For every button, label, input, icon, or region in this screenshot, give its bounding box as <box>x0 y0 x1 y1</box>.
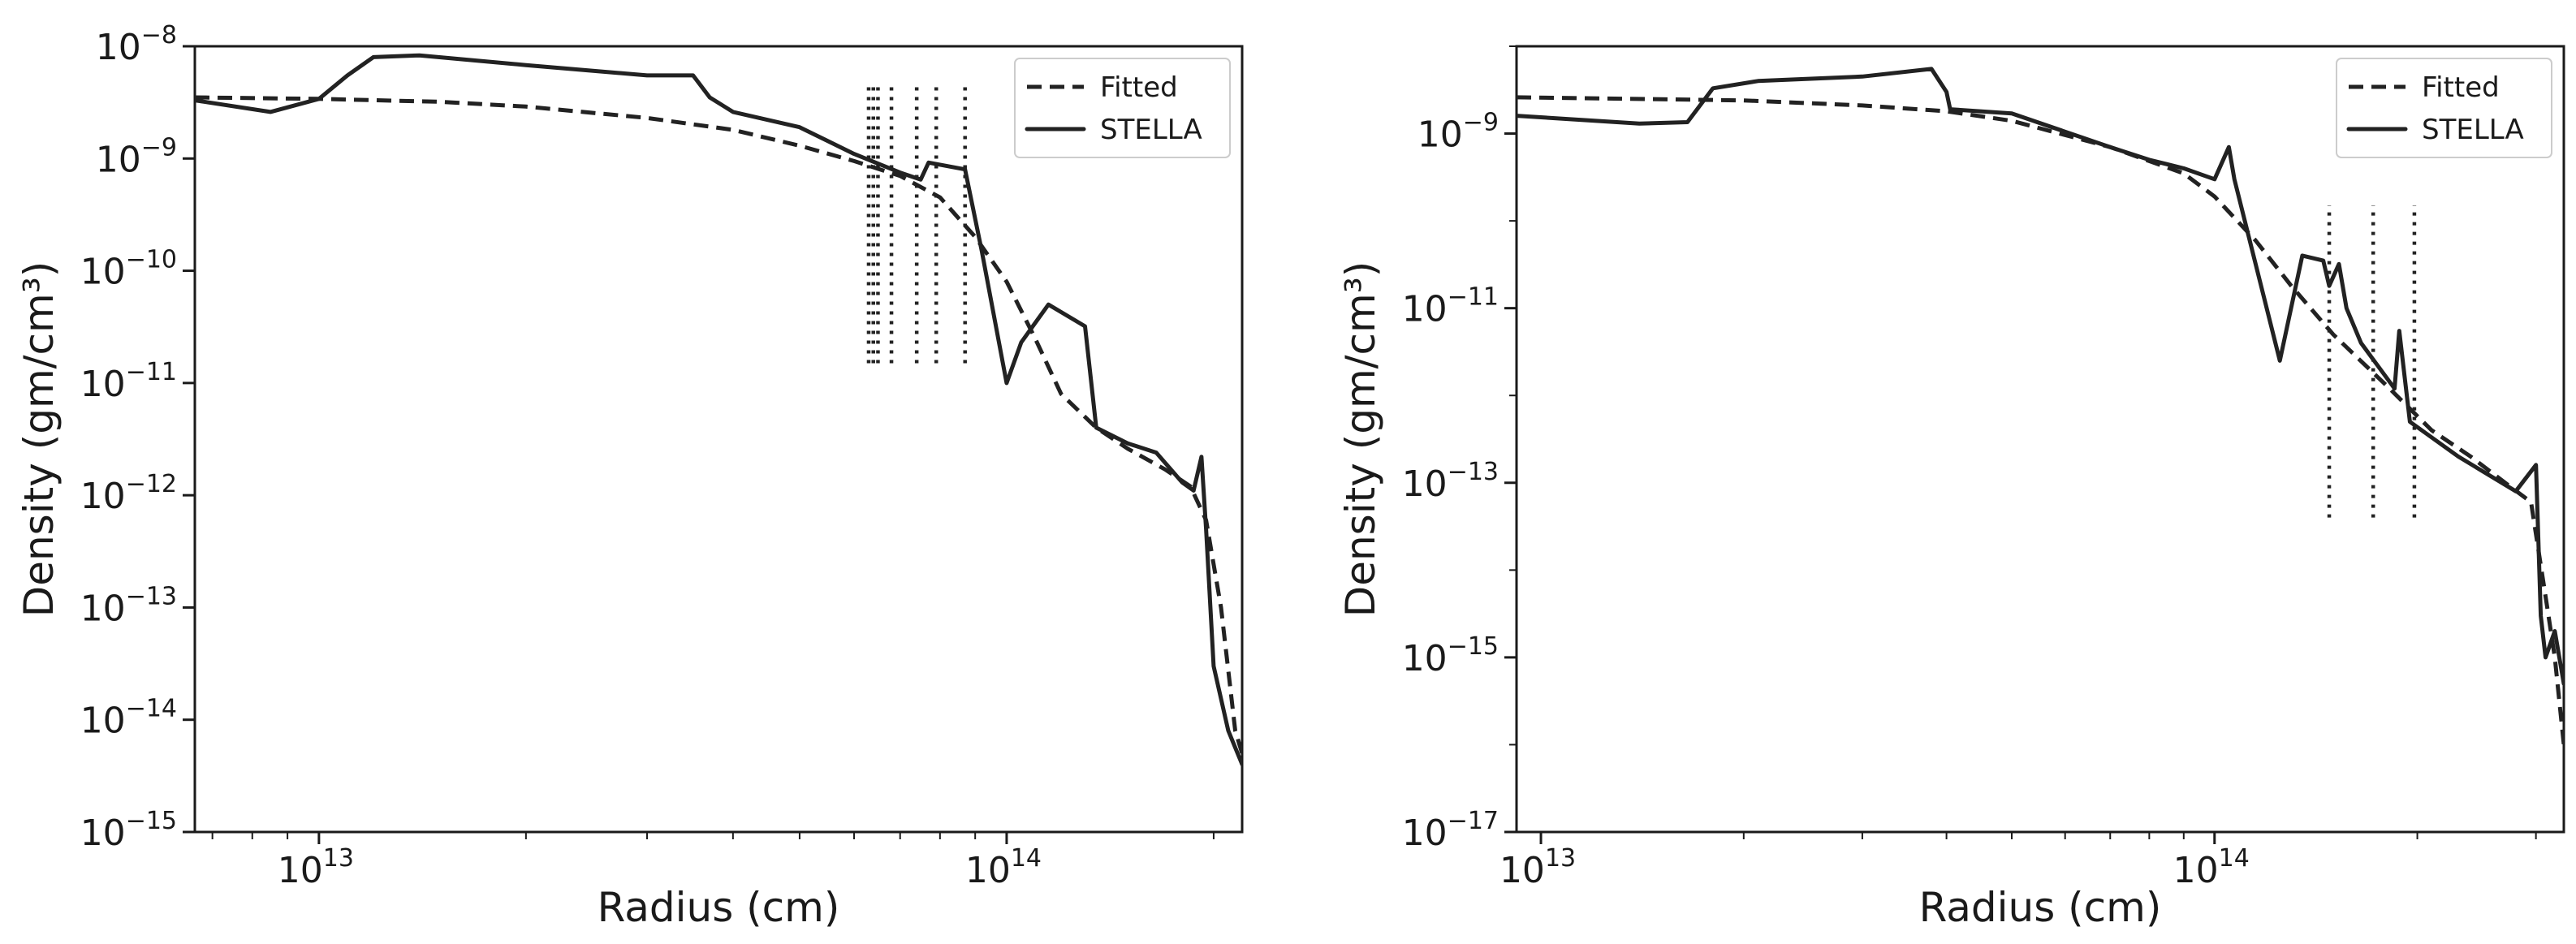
y-tick-label: 10−13 <box>80 582 177 629</box>
y-tick-label: 10−8 <box>96 21 177 68</box>
y-tick-label: 10−15 <box>1402 632 1499 679</box>
legend-box <box>1014 58 1231 158</box>
x-axis-label: Radius (cm) <box>598 884 840 931</box>
series-line-fitted <box>1517 95 2564 745</box>
legend-box <box>2336 58 2552 158</box>
series-line-fitted <box>195 95 1242 755</box>
y-axis-label: Density (gm/cm³) <box>15 261 63 618</box>
legend-label: STELLA <box>1100 114 1202 146</box>
y-tick-label: 10−12 <box>80 470 177 517</box>
y-tick-label: 10−9 <box>96 133 177 180</box>
plot-area <box>195 53 1242 767</box>
y-tick-label: 10−15 <box>80 807 177 854</box>
y-tick-label: 10−13 <box>1402 458 1499 505</box>
legend-label: Fitted <box>1100 71 1178 104</box>
legend-label: Fitted <box>2422 71 2500 104</box>
x-tick-label: 1014 <box>965 844 1042 891</box>
x-axis-label: Radius (cm) <box>1919 884 2162 931</box>
legend-label: STELLA <box>2422 114 2524 146</box>
y-tick-label: 10−11 <box>1402 283 1499 330</box>
x-tick-label: 1013 <box>278 844 354 891</box>
plot-frame <box>1515 45 2565 834</box>
y-tick-label: 10−9 <box>1417 109 1499 156</box>
y-tick-label: 10−10 <box>80 246 177 293</box>
series-line-stella <box>195 53 1242 767</box>
y-axis-label: Density (gm/cm³) <box>1337 261 1384 618</box>
left-panel: 1013 1014 10−8 10−9 10−10 10−11 10−12 10−13 10−1… <box>15 21 1244 931</box>
y-tick-label: 10−14 <box>80 695 177 742</box>
y-tick-label: 10−17 <box>1402 807 1499 854</box>
x-tick-label: 1013 <box>1499 844 1576 891</box>
right-panel: 1013 1014 10−9 10−11 10−13 10−15 10−17 Radius (… <box>1337 45 2565 931</box>
legend: Fitted STELLA <box>2336 58 2552 158</box>
y-tick-label: 10−11 <box>80 358 177 405</box>
x-tick-label: 1014 <box>2173 844 2250 891</box>
plot-frame <box>193 45 1244 834</box>
series-line-stella <box>1517 67 2564 686</box>
legend: Fitted STELLA <box>1014 58 1231 158</box>
plot-area <box>1517 67 2564 745</box>
